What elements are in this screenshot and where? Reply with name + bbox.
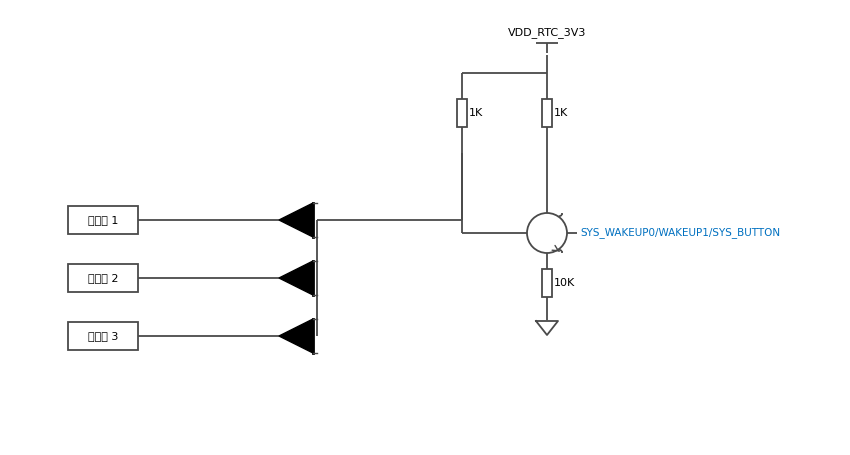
Text: 1K: 1K [469,108,484,118]
Polygon shape [536,321,558,335]
Bar [68,322,138,350]
Bar [542,99,552,127]
Text: SYS_WAKEUP0/WAKEUP1/SYS_BUTTON: SYS_WAKEUP0/WAKEUP1/SYS_BUTTON [580,228,780,238]
Bar [457,99,467,127]
Bar [68,264,138,292]
Polygon shape [279,203,313,237]
Polygon shape [279,261,313,295]
Polygon shape [279,319,313,353]
Text: 10K: 10K [554,278,575,288]
Text: 唤醒源 3: 唤醒源 3 [88,331,118,341]
Bar [68,206,138,234]
Text: VDD_RTC_3V3: VDD_RTC_3V3 [507,27,586,38]
Text: 唤醒源 2: 唤醒源 2 [88,273,118,283]
Bar [542,269,552,297]
Text: 1K: 1K [554,108,569,118]
Text: 唤醒源 1: 唤醒源 1 [88,215,118,225]
Circle shape [527,213,567,253]
